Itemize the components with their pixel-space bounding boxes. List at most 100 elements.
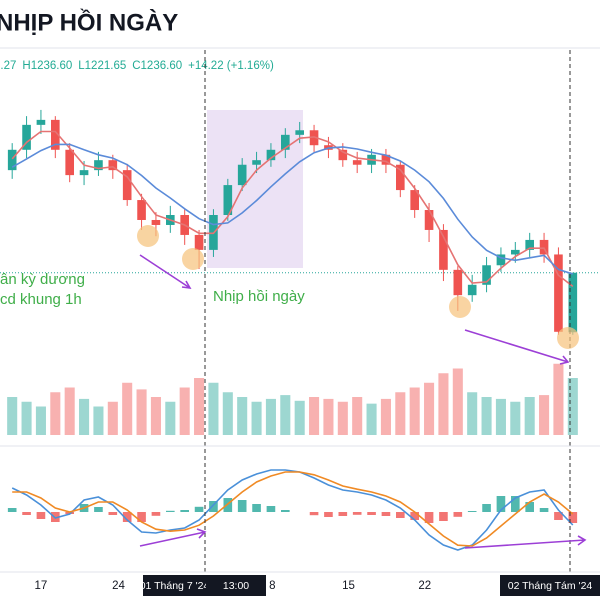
candle-body [352, 160, 362, 165]
candle-body [439, 229, 448, 270]
candle-body [237, 164, 247, 186]
macd-histogram [453, 512, 463, 517]
volume-bar [323, 398, 334, 435]
macd-histogram [554, 512, 563, 520]
macd-histogram [309, 512, 319, 516]
candle-body [496, 254, 506, 266]
ohlc-value: H1236.60 [22, 60, 72, 72]
macd-histogram [324, 512, 333, 517]
candle-body [338, 149, 348, 161]
volume-bar [35, 406, 46, 435]
candle-body [79, 170, 89, 176]
crosshair-label: 01 Tháng 7 '24 [140, 580, 210, 592]
macd-histogram [180, 510, 189, 512]
volume-bar [50, 392, 61, 435]
macd-histogram [410, 512, 419, 520]
macd-histogram [496, 496, 506, 512]
macd-histogram [439, 512, 448, 521]
macd-histogram [108, 512, 118, 515]
macd-histogram [367, 512, 376, 515]
candle-body [65, 149, 74, 176]
x-tick-label: 17 [35, 580, 48, 592]
annotation: Nhịp hồi ngày [213, 288, 305, 305]
macd-histogram [381, 512, 391, 516]
volume-bar [122, 382, 133, 435]
macd-histogram [166, 510, 175, 512]
candle-body [410, 190, 419, 211]
volume-bar [553, 363, 564, 435]
volume-bar [424, 382, 435, 435]
volume-bar [7, 397, 18, 435]
volume-bar [524, 397, 535, 435]
candle-body [309, 130, 319, 146]
macd-histogram [482, 504, 491, 512]
macd-histogram [539, 508, 549, 512]
candle-body [122, 170, 132, 201]
candle-body [281, 134, 290, 150]
volume-bar [395, 392, 406, 435]
candle-body [554, 254, 563, 332]
x-tick-label: 24 [112, 580, 125, 592]
candle-body [482, 265, 491, 285]
volume-bar [452, 368, 463, 435]
ohlc-value: L1221.65 [78, 60, 126, 72]
volume-bar [21, 401, 32, 435]
marker-circle [137, 225, 159, 247]
candle-body [381, 154, 391, 165]
candle-body [22, 124, 31, 150]
volume-bar [237, 397, 248, 435]
volume-bar [251, 401, 262, 435]
candle-body [151, 219, 161, 225]
divergence-arrows [139, 254, 587, 549]
macd-histogram [338, 512, 348, 516]
volume-bar [107, 401, 118, 435]
candle-body [525, 239, 534, 250]
candle-body [223, 185, 233, 215]
candle-body [137, 200, 146, 220]
arrow [464, 535, 587, 549]
crosshair-label-box [143, 575, 206, 596]
x-tick-label: 15 [342, 580, 355, 592]
volume-bar [208, 382, 219, 435]
highlight-zone [207, 110, 303, 268]
candle-body [252, 160, 261, 165]
macd-histogram [352, 512, 362, 515]
volume-bar [265, 398, 276, 435]
crosshair-label: 13:00 [223, 580, 249, 592]
candle-body [7, 149, 17, 171]
candle-body [568, 272, 578, 333]
macd-histogram [151, 512, 161, 516]
volume-bar [222, 392, 233, 435]
signal-line [12, 471, 574, 547]
macd-histogram [511, 496, 520, 512]
volume-bar [194, 378, 205, 435]
volume-bar [481, 397, 492, 435]
volume-bar [93, 406, 104, 435]
volume-bar [64, 387, 75, 435]
candle-body [511, 249, 520, 255]
chart-title: NHỊP HỒI NGÀY [0, 8, 178, 36]
volume-bar [294, 400, 305, 435]
candle-body [266, 149, 276, 161]
volume-bar [352, 397, 363, 435]
candle-body [51, 119, 60, 150]
macd-histogram [281, 510, 290, 512]
volume-bar [467, 392, 478, 435]
arrow [464, 329, 570, 365]
highlight-markers [137, 225, 579, 349]
volume-bar [366, 403, 377, 435]
volume-bar [495, 398, 506, 435]
ohlc-legend: 2.27 H1236.60 L1221.65 C1236.60 +14.22 (+1.1… [0, 60, 274, 72]
macd-histogram [568, 512, 578, 523]
macd-histogram [7, 508, 17, 512]
marker-circle [449, 296, 471, 318]
marker-circle [557, 327, 579, 349]
candle-body [295, 130, 304, 135]
ohlc-value: +14.22 (+1.16%) [188, 60, 274, 72]
volume-bar [309, 397, 320, 435]
volume-bar [337, 401, 348, 435]
macd-histogram [22, 512, 31, 515]
volume-bar [150, 397, 161, 435]
marker-circle [182, 248, 204, 270]
